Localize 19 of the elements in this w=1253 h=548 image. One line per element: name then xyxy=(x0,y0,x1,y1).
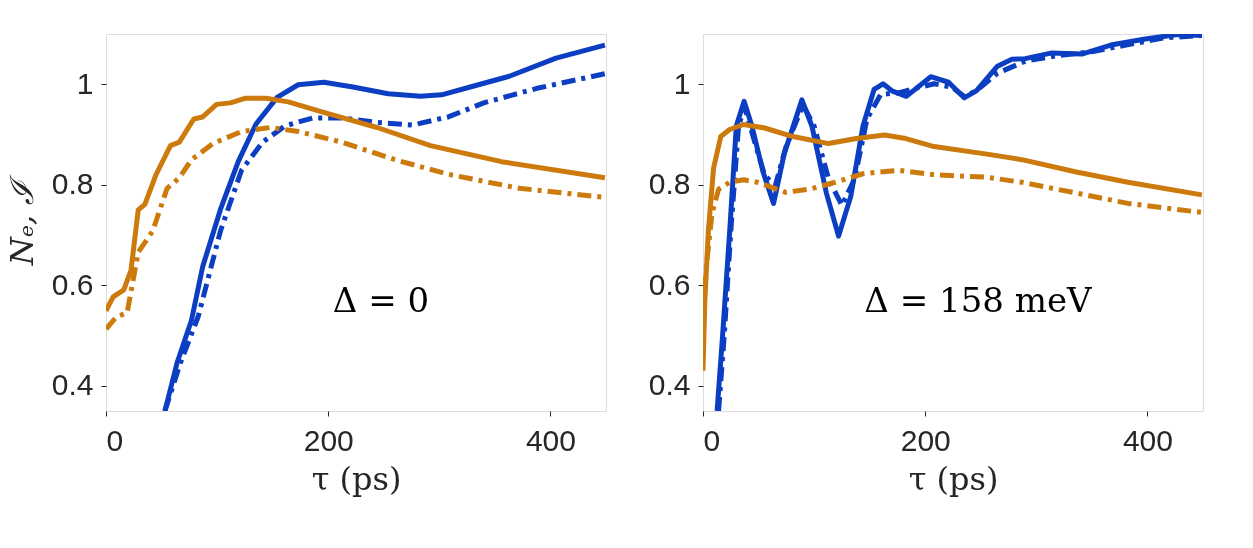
y-tick-label: 0.4 xyxy=(51,368,94,402)
annotation: Δ = 158 meV xyxy=(864,279,1094,320)
x-tick-label: 200 xyxy=(303,423,354,457)
annotation: Δ = 0 xyxy=(332,279,430,320)
y-tick-label: 0.8 xyxy=(648,167,691,201)
x-axis-title: τ (ps) xyxy=(908,459,999,498)
x-tick-label: 400 xyxy=(525,423,576,457)
y-tick-label: 0.6 xyxy=(51,267,94,301)
x-axis-title: τ (ps) xyxy=(311,459,402,498)
x-tick-label: 400 xyxy=(1122,423,1173,457)
x-tick-label: 200 xyxy=(900,423,951,457)
y-tick-label: 0.6 xyxy=(648,267,691,301)
y-tick-label: 1 xyxy=(673,66,691,100)
y-axis-title: Nₑ, ℐ xyxy=(2,173,41,267)
y-tick-label: 0.4 xyxy=(648,368,691,402)
x-tick-label: 0 xyxy=(106,423,124,457)
y-tick-label: 1 xyxy=(76,66,94,100)
y-tick-label: 0.8 xyxy=(51,167,94,201)
x-tick-label: 0 xyxy=(703,423,721,457)
